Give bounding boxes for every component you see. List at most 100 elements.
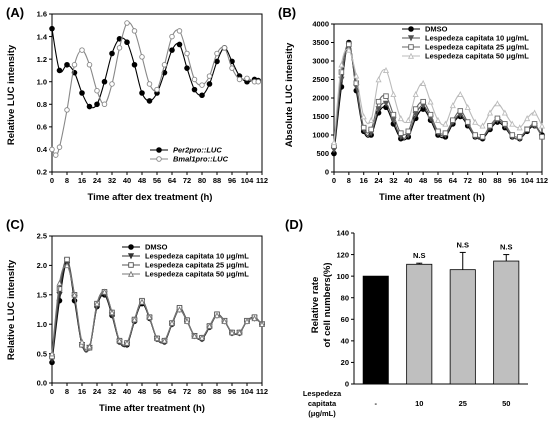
legend-entry: DMSO xyxy=(122,243,168,252)
legend-label: Lespedeza capitata 25 μg/mL xyxy=(425,43,529,52)
legend-entry: Lespedeza capitata 50 μg/mL xyxy=(122,270,249,279)
x-tick-label: 56 xyxy=(434,176,442,185)
data-point xyxy=(412,106,419,112)
legend-marker xyxy=(407,35,415,42)
x-tick-label: 96 xyxy=(228,176,236,185)
data-point xyxy=(168,319,176,326)
data-point xyxy=(383,93,389,99)
data-point xyxy=(524,126,530,133)
data-point xyxy=(236,329,243,336)
data-point xyxy=(243,317,251,325)
data-point xyxy=(398,130,404,136)
series-3 xyxy=(330,46,546,146)
data-point xyxy=(531,109,538,116)
data-point xyxy=(375,76,382,83)
data-point xyxy=(472,132,478,138)
data-point xyxy=(183,317,191,325)
data-point xyxy=(390,111,397,118)
x-tick-label: 0 xyxy=(332,176,336,185)
panel-d: (D) 0 20 40 60 80 100 120 140 - N.S 10 N.S 25 N.S 50 R… xyxy=(285,217,528,418)
y-tick-label: 0.2 xyxy=(37,168,47,177)
data-point xyxy=(93,300,101,307)
data-point xyxy=(94,87,100,94)
panel-c-label: (C) xyxy=(6,217,24,232)
x-tick-label: 8 xyxy=(347,176,351,185)
data-point xyxy=(382,66,390,73)
x-tick-label: 56 xyxy=(153,176,161,185)
panel-d-label: (D) xyxy=(285,217,303,232)
legend-label: DMSO xyxy=(425,25,448,34)
data-point xyxy=(176,28,183,34)
panel-b-xlabel: Time after treatment (h) xyxy=(379,192,485,203)
data-point xyxy=(229,65,235,71)
x-tick-label: 32 xyxy=(108,387,116,396)
data-point xyxy=(353,80,360,86)
data-point xyxy=(509,132,516,138)
x-tick-label: 96 xyxy=(508,176,516,185)
data-point xyxy=(139,90,145,96)
data-point xyxy=(64,256,70,263)
x-tick-label: 64 xyxy=(449,176,458,185)
x-tick-label: 112 xyxy=(256,176,268,185)
x-tick-label: 72 xyxy=(464,176,472,185)
data-point xyxy=(486,109,494,116)
data-point xyxy=(64,107,70,113)
legend-label: Per2pro::LUC xyxy=(173,146,222,155)
data-point xyxy=(338,61,345,68)
x-tick-label: 24 xyxy=(374,176,383,185)
data-point xyxy=(169,33,175,40)
x-tick-label: 88 xyxy=(213,387,221,396)
x-tick-label: 24 xyxy=(93,176,102,185)
bar-group: - xyxy=(362,275,389,408)
data-point xyxy=(214,58,220,65)
legend-marker xyxy=(408,44,414,50)
series-1 xyxy=(49,20,261,158)
data-point xyxy=(420,98,426,105)
panel-d-row-label-line2: capitata xyxy=(308,399,337,408)
legend-marker xyxy=(128,244,134,250)
panel-c-ylabel: Relative LUC intensity xyxy=(6,259,17,360)
data-point xyxy=(539,134,545,140)
data-point xyxy=(330,139,338,146)
x-tick-label: 40 xyxy=(123,176,131,185)
data-point xyxy=(502,121,508,127)
bar-group: N.S 50 xyxy=(493,243,520,408)
series-2 xyxy=(331,41,545,149)
data-point xyxy=(191,332,198,339)
data-point xyxy=(368,116,375,123)
x-tick-label: 0 xyxy=(50,176,54,185)
data-point xyxy=(244,75,250,82)
data-point xyxy=(71,62,78,68)
data-point xyxy=(191,76,198,83)
legend-label: Lespedeza capitata 10 μg/mL xyxy=(145,252,249,261)
x-tick-label: 16 xyxy=(78,176,86,185)
legend-label: Lespedeza capitata 10 μg/mL xyxy=(425,34,529,43)
y-tick-label: 20 xyxy=(341,358,349,367)
data-point xyxy=(154,86,160,93)
data-point xyxy=(494,115,501,122)
panel-c: (C) 0 8 16 24 32 40 48 56 64 72 80 88 96 104 112 0.0 0.5… xyxy=(6,217,268,414)
panel-a: (A) 0 8 16 24 32 40 48 56 64 72 80 88 96 104 112 0.2 0.4… xyxy=(6,5,268,203)
y-tick-label: 2500 xyxy=(312,75,329,84)
panel-d-row-label-line3: (μg/mL) xyxy=(308,409,336,418)
legend-label: Lespedeza capitata 50 μg/mL xyxy=(425,52,529,61)
data-point xyxy=(101,101,108,108)
x-tick-label: 40 xyxy=(123,387,131,396)
data-point xyxy=(49,25,55,32)
data-point xyxy=(199,92,205,99)
data-point xyxy=(184,65,190,71)
data-point xyxy=(516,134,523,140)
y-tick-label: 0.6 xyxy=(37,123,47,132)
panel-a-plot: 0 8 16 24 32 40 48 56 64 72 80 88 96 104 112 0.2 0.4 0.6 0… xyxy=(37,10,268,185)
data-point xyxy=(124,20,130,26)
data-point xyxy=(405,116,412,123)
data-point xyxy=(161,337,168,344)
data-point xyxy=(169,47,175,53)
series-0 xyxy=(49,25,262,110)
data-point xyxy=(108,309,116,316)
x-tick-label: 16 xyxy=(78,387,86,396)
data-point xyxy=(109,50,115,57)
x-tick-label: 88 xyxy=(493,176,501,185)
